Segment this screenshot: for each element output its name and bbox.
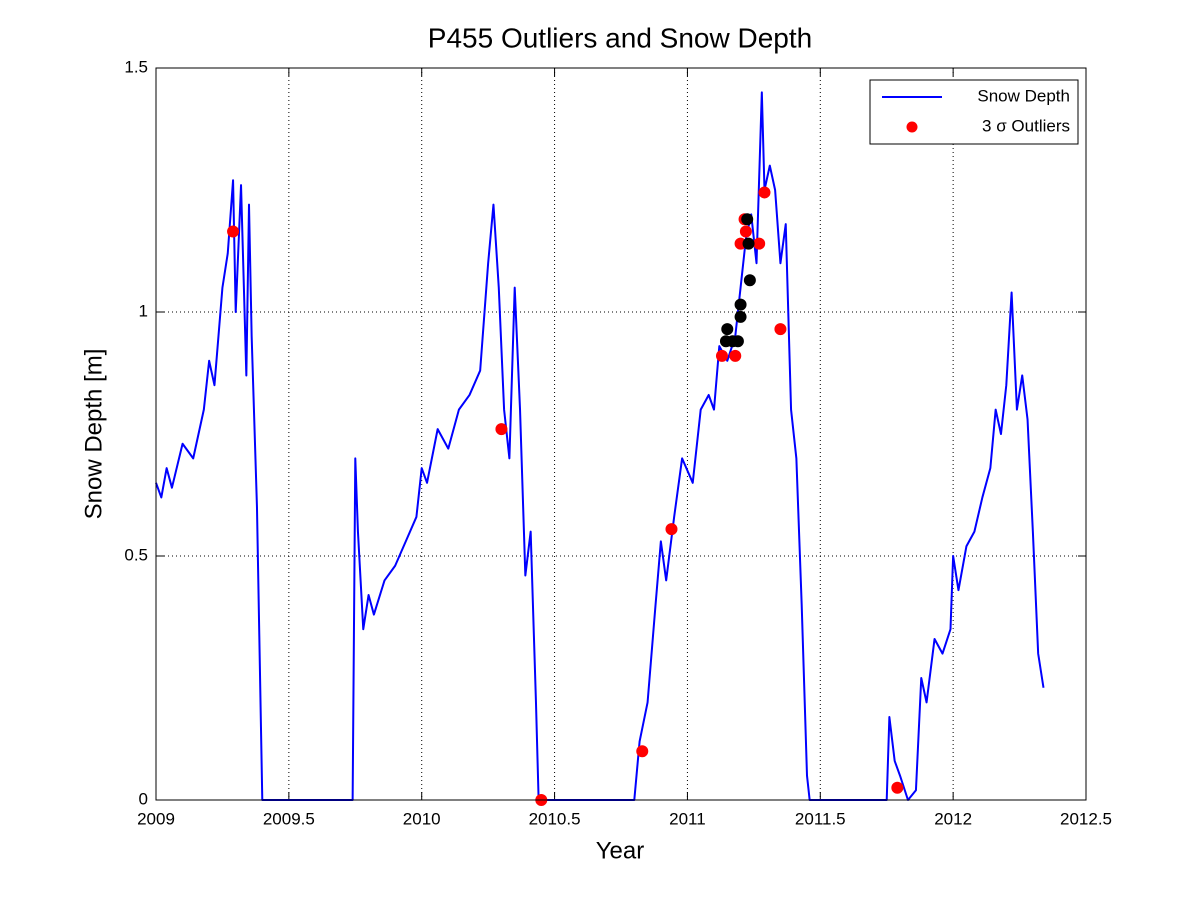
y-tick-label: 0.5 <box>124 545 148 564</box>
legend-label: Snow Depth <box>977 86 1070 105</box>
data-point <box>891 781 904 794</box>
y-tick-label: 1 <box>139 301 148 320</box>
x-tick-label: 2009.5 <box>263 809 315 828</box>
legend-swatch <box>906 121 918 133</box>
x-axis-label: Year <box>596 837 645 864</box>
data-point <box>636 745 649 758</box>
data-point <box>734 298 747 311</box>
data-point <box>729 349 742 362</box>
x-tick-label: 2010.5 <box>529 809 581 828</box>
y-axis-label: Snow Depth [m] <box>80 349 107 520</box>
data-point <box>227 225 240 238</box>
x-tick-label: 2012.5 <box>1060 809 1112 828</box>
x-tick-label: 2011 <box>669 809 706 828</box>
data-point <box>731 335 744 348</box>
legend-box <box>869 79 1079 145</box>
x-tick-label: 2009 <box>137 809 175 828</box>
data-point <box>774 323 787 336</box>
data-point <box>758 186 771 199</box>
data-point <box>665 523 678 536</box>
chart-title: P455 Outliers and Snow Depth <box>428 22 812 53</box>
plot-frame <box>155 67 1087 801</box>
data-point <box>495 423 508 436</box>
data-point <box>739 225 752 238</box>
data-point <box>741 213 754 226</box>
y-tick-label: 1.5 <box>124 57 148 76</box>
data-point <box>734 310 747 323</box>
data-point <box>753 237 766 250</box>
legend: Snow Depth 3 σ Outliers <box>869 79 1079 145</box>
x-tick-label: 2012 <box>934 809 972 828</box>
x-tick-label: 2010 <box>403 809 441 828</box>
plot-area <box>156 68 1086 800</box>
legend-label: 3 σ Outliers <box>982 116 1070 135</box>
y-tick-label: 0 <box>139 789 148 808</box>
data-point <box>743 274 756 287</box>
data-point <box>715 349 728 362</box>
data-point <box>721 323 734 336</box>
data-point <box>742 237 755 250</box>
data-line <box>155 91 1045 801</box>
x-tick-label: 2011.5 <box>795 809 846 828</box>
